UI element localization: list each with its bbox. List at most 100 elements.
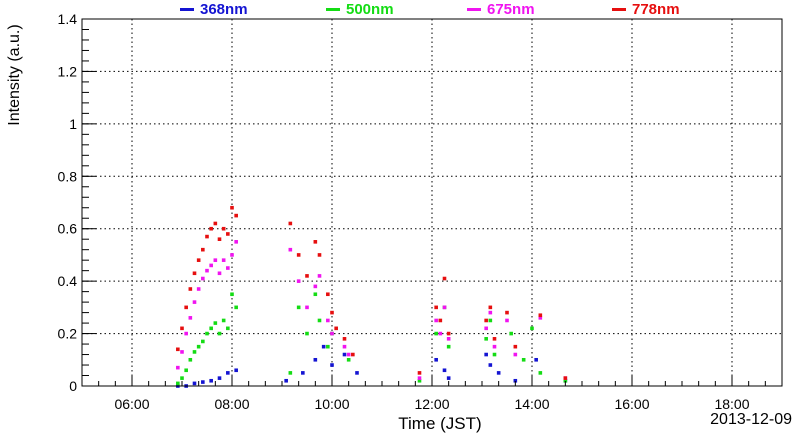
data-point — [521, 357, 526, 362]
data-point — [188, 357, 193, 362]
data-point — [192, 271, 197, 276]
data-point — [180, 326, 184, 331]
data-point — [217, 376, 222, 380]
x-tick-label: 12:00 — [414, 396, 449, 412]
data-point — [534, 357, 538, 362]
data-point — [317, 253, 322, 257]
data-point — [442, 368, 447, 373]
y-tick-label: 1.4 — [58, 11, 78, 27]
series-layer — [176, 205, 568, 388]
data-point — [288, 221, 293, 226]
data-point — [176, 381, 180, 386]
legend-label: 368nm — [200, 1, 248, 18]
data-point — [496, 371, 501, 375]
data-point — [355, 371, 359, 375]
data-point — [530, 326, 534, 331]
legend-label: 778nm — [632, 1, 680, 18]
data-point — [305, 274, 309, 278]
data-point — [509, 331, 513, 336]
data-point — [230, 292, 234, 297]
data-point — [217, 271, 222, 276]
axes: 06:00 08:00 10:00 12:00 14:00 16:00 18:00 0 0.2 0… — [58, 11, 783, 412]
data-point — [492, 337, 497, 341]
data-point — [213, 221, 218, 226]
data-point — [201, 247, 205, 252]
data-point — [201, 276, 205, 281]
data-point — [442, 276, 447, 281]
data-point — [484, 352, 488, 357]
data-point — [221, 318, 226, 323]
data-point — [446, 376, 451, 380]
data-point — [305, 331, 309, 336]
data-point — [201, 380, 205, 384]
data-point — [221, 226, 226, 231]
legend-swatch — [467, 8, 481, 11]
data-point — [434, 331, 438, 336]
data-point — [284, 378, 288, 383]
data-point — [226, 326, 230, 331]
data-point — [326, 318, 330, 323]
data-point — [296, 253, 301, 257]
series-675nm — [176, 240, 568, 380]
data-point — [434, 318, 438, 323]
data-point — [221, 258, 226, 262]
data-point — [213, 258, 218, 262]
data-point — [217, 331, 222, 336]
data-point — [505, 310, 509, 315]
data-point — [342, 344, 347, 349]
data-point — [438, 318, 443, 323]
data-point — [488, 305, 493, 310]
data-point — [417, 378, 422, 383]
data-point — [296, 305, 301, 310]
data-point — [342, 337, 347, 341]
data-point — [188, 287, 193, 291]
data-point — [446, 344, 451, 349]
data-point — [205, 331, 209, 336]
legend-label: 500nm — [346, 1, 394, 18]
legend-item-500nm: 500nm — [326, 1, 394, 18]
data-point — [513, 378, 518, 383]
data-point — [538, 316, 543, 320]
data-point — [484, 337, 488, 341]
data-point — [342, 352, 347, 357]
legend-swatch — [326, 8, 340, 11]
data-point — [446, 331, 451, 336]
y-tick-label: 0.6 — [58, 221, 78, 237]
data-point — [180, 350, 184, 354]
data-point — [434, 305, 438, 310]
x-axis-label: Time (JST) — [398, 414, 481, 433]
data-point — [234, 368, 238, 373]
data-point — [513, 352, 518, 357]
data-point — [513, 344, 518, 349]
data-point — [209, 326, 213, 331]
x-tick-label: 14:00 — [514, 396, 549, 412]
data-point — [484, 326, 488, 331]
data-point — [434, 357, 438, 362]
x-tick-label: 18:00 — [714, 396, 749, 412]
legend-swatch — [612, 8, 626, 11]
legend-item-778nm: 778nm — [612, 1, 680, 18]
data-point — [180, 376, 184, 380]
data-point — [417, 376, 422, 380]
data-point — [209, 226, 213, 231]
data-point — [288, 371, 293, 375]
data-point — [313, 292, 318, 297]
data-point — [313, 357, 318, 362]
data-point — [205, 268, 209, 273]
series-778nm — [176, 205, 568, 380]
y-axis-label: Intensity (a.u.) — [6, 24, 23, 125]
y-tick-label: 0.8 — [58, 168, 78, 184]
data-point — [184, 331, 188, 336]
data-point — [196, 258, 201, 262]
data-point — [317, 318, 322, 323]
data-point — [226, 371, 230, 375]
data-point — [305, 305, 309, 310]
data-point — [288, 247, 293, 252]
data-point — [446, 337, 451, 341]
data-point — [330, 363, 334, 367]
data-point — [301, 371, 305, 375]
data-point — [192, 300, 197, 304]
data-point — [330, 331, 334, 336]
data-point — [321, 344, 326, 349]
